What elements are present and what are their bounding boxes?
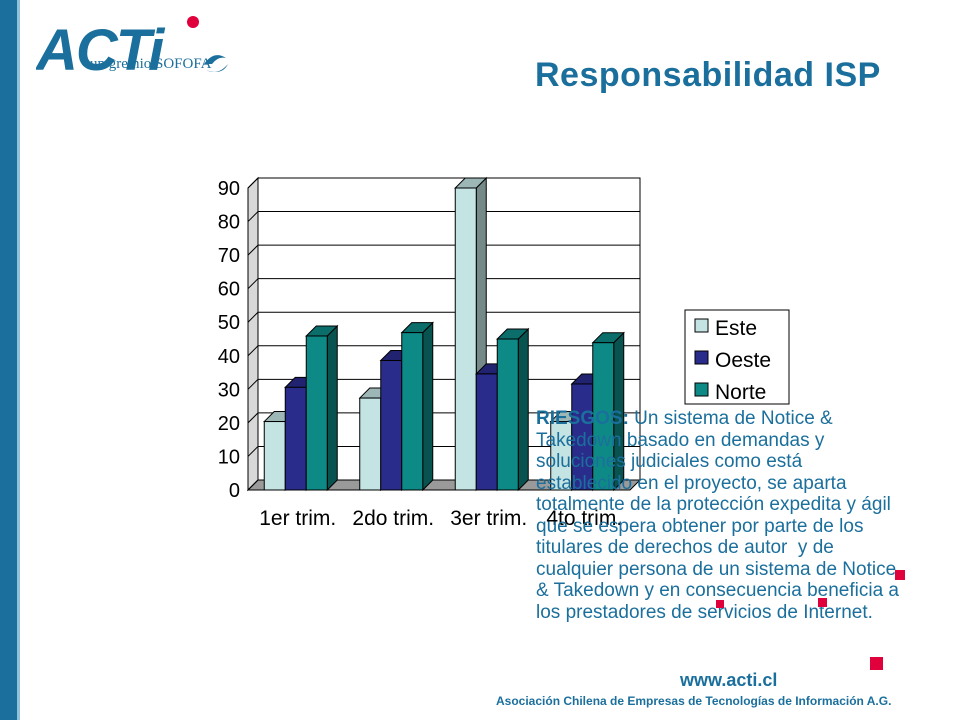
y-tick-label: 70 xyxy=(218,245,240,267)
bar-chart: 0 10 20 30 40 50 60 70 80 90 1er trim. 2do trim. 3er… xyxy=(218,176,790,530)
acti-logo: ACTi xyxy=(36,16,228,83)
y-tick-label: 40 xyxy=(218,346,240,368)
decor-square xyxy=(895,570,905,580)
legend-swatch xyxy=(694,350,709,365)
left-accent-bar xyxy=(0,0,17,720)
body-lead: RIESGOS: xyxy=(536,408,629,429)
y-tick-label: 80 xyxy=(218,212,240,234)
y-tick-label: 10 xyxy=(218,446,240,468)
bar xyxy=(401,332,424,491)
legend-swatch xyxy=(694,318,709,333)
bar xyxy=(359,397,382,491)
gridline-side xyxy=(247,311,259,323)
legend-swatch xyxy=(694,382,709,397)
footer-org: Asociación Chilena de Empresas de Tecnol… xyxy=(496,694,892,708)
gridline-side xyxy=(247,177,259,189)
body-paragraph: RIESGOS: Un sistema de Notice & Takedown… xyxy=(536,408,960,623)
logo-dot xyxy=(187,16,199,28)
x-tick-label: 1er trim. xyxy=(259,507,336,530)
decor-square xyxy=(716,600,724,608)
bar xyxy=(454,187,477,491)
logo-swoosh-icon-lower xyxy=(206,64,228,72)
legend-label: Oeste xyxy=(715,349,771,372)
gridline-side xyxy=(247,378,259,390)
x-tick-label: 3er trim. xyxy=(450,507,527,530)
gridline-side xyxy=(247,479,259,491)
bar xyxy=(284,386,307,491)
logo-wordmark: ACTi xyxy=(36,18,166,83)
page-title: Responsabilidad ISP xyxy=(535,56,881,94)
body-text: Un sistema de Notice & Takedown basado e… xyxy=(536,408,900,623)
y-tick-label: 20 xyxy=(218,413,240,435)
footer-url: www.acti.cl xyxy=(680,670,778,690)
y-tick-label: 50 xyxy=(218,312,240,334)
y-tick-label: 90 xyxy=(218,178,240,200)
legend-label: Norte xyxy=(715,381,766,404)
y-tick-label: 0 xyxy=(229,480,240,502)
decor-square xyxy=(818,598,827,607)
bar-side xyxy=(326,324,338,492)
y-tick-label: 60 xyxy=(218,279,240,301)
x-tick-label: 4to trim. xyxy=(546,507,622,530)
gridline-side xyxy=(247,278,259,290)
gridline-side xyxy=(247,345,259,357)
x-tick-label: 2do trim. xyxy=(352,507,434,530)
logo-subtitle: un gremio SOFOFA xyxy=(90,56,212,72)
y-tick-label: 30 xyxy=(218,379,240,401)
bar xyxy=(305,335,328,491)
decor-square xyxy=(870,657,883,670)
left-accent-stripe xyxy=(17,0,20,720)
bar xyxy=(592,342,615,491)
chart-side-wall xyxy=(247,176,259,492)
legend-label: Este xyxy=(715,317,757,340)
bar xyxy=(263,421,286,491)
bar-side xyxy=(422,321,434,492)
gridline-side xyxy=(247,446,259,457)
bar xyxy=(475,373,498,491)
gridline-side xyxy=(247,211,259,222)
bar xyxy=(496,338,519,491)
gridline-side xyxy=(247,412,259,424)
logo-swoosh-icon xyxy=(204,55,226,64)
bar xyxy=(380,359,403,491)
gridline-side xyxy=(247,244,259,256)
bar-side xyxy=(517,327,529,492)
